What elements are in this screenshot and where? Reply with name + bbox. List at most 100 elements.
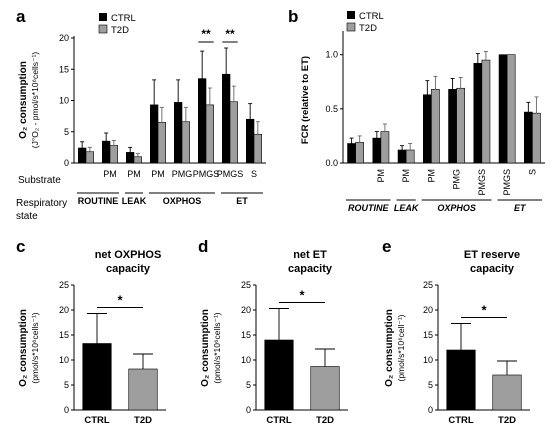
panel-e-xtick-label: CTRL <box>448 415 474 426</box>
panel-b-bar-ctrl <box>448 89 457 164</box>
panel-e-bar-t2d <box>492 374 522 411</box>
panel-a-ytick-label: 15 <box>59 64 69 74</box>
panel-a-xtick-label: S <box>251 169 257 179</box>
panel-a-bar-t2d <box>109 145 118 164</box>
panel-c-ytick-label: 10 <box>59 355 69 365</box>
panel-a-bar-ctrl <box>78 147 87 164</box>
panel-a-bar-t2d <box>229 101 238 164</box>
panel-e-ytick-label: 20 <box>423 305 433 315</box>
panel-a-ylabel-main: O₂ consumption <box>18 61 29 139</box>
panel-c-letter: c <box>16 237 25 256</box>
panel-d-xtick-label: CTRL <box>266 415 292 426</box>
panel-a-bar-t2d <box>181 121 190 164</box>
panel-a-bar-t2d <box>133 156 142 164</box>
legend-b-t2d-swatch <box>346 22 356 32</box>
panel-c-title-2: capacity <box>106 263 151 275</box>
panel-c-xtick-label: T2D <box>134 415 152 426</box>
panel-c-ylabel-sub: (pmol/s*10⁶cells⁻¹) <box>30 312 40 383</box>
panel-d-xtick-label: T2D <box>316 415 334 426</box>
panel-b-bar-t2d <box>456 87 466 164</box>
panel-b-bar-ctrl <box>473 63 483 164</box>
panel-c-ytick-label: 0 <box>64 405 69 415</box>
legend-b-t2d-label: T2D <box>359 23 377 34</box>
panel-d-title-1: net ET <box>293 249 327 261</box>
panel-a-group-label: ET <box>236 196 248 206</box>
panel-a-bar-ctrl <box>222 73 231 164</box>
panel-b-ytick-label: 0.5 <box>325 104 338 114</box>
panel-d-significance-mark: * <box>299 288 305 303</box>
legend-a-t2d-label: T2D <box>111 25 129 36</box>
panel-a-bar-ctrl <box>246 118 255 164</box>
panel-b-group-label: LEAK <box>394 203 420 213</box>
panel-a-bar-t2d <box>253 133 262 164</box>
panel-e-ylabel-main: O₂ consumption <box>384 309 395 387</box>
substrate-row-label: Substrate <box>18 175 61 186</box>
panel-b-ylabel: FCR (relative to ET) <box>300 56 311 144</box>
panel-a-ytick-label: 0 <box>64 158 69 168</box>
panel-c-significance-mark: * <box>117 293 123 308</box>
panel-c-bar-t2d <box>128 368 158 411</box>
panel-b-bar-ctrl <box>523 111 533 164</box>
panel-e-ytick-label: 15 <box>423 330 433 340</box>
panel-c-ytick-label: 25 <box>59 280 69 290</box>
panel-e-ytick-label: 5 <box>428 380 433 390</box>
panel-a-ytick-label: 5 <box>64 127 69 137</box>
panel-b-ytick-label: 1.0 <box>325 50 338 60</box>
panel-b-legend: CTRL T2D <box>346 11 384 34</box>
panel-a-bar-ctrl <box>150 104 159 164</box>
panel-a-bar-ctrl <box>198 78 207 164</box>
panel-d-bar-ctrl <box>264 339 294 411</box>
panel-c-xtick-label: CTRL <box>84 415 110 426</box>
panel-b-xtick-label: PMGS <box>477 169 487 196</box>
panel-b-xtick-label: PM <box>426 169 436 183</box>
panel-e-ylabel-sub: (pmol/s*10⁶cell⁻¹) <box>396 314 406 381</box>
legend-a-ctrl-swatch <box>99 13 107 21</box>
panel-b-bar-ctrl <box>397 149 407 164</box>
panel-d-ytick-label: 25 <box>241 280 251 290</box>
legend-a-ctrl-label: CTRL <box>111 13 136 24</box>
respiratory-row-label-1: Respiratory <box>16 198 67 209</box>
legend-b-ctrl-swatch <box>347 11 355 19</box>
panel-b-bar-t2d <box>506 54 516 164</box>
panel-b-letter: b <box>288 7 298 26</box>
panel-a-xtick-label: PMGS <box>193 169 220 179</box>
panel-a-bar-ctrl <box>126 152 135 164</box>
panel-b-bar-t2d <box>481 59 491 164</box>
panel-b-bar-ctrl <box>422 94 432 164</box>
panel-c-title-1: net OXPHOS <box>95 249 162 261</box>
panel-b-bar-t2d <box>380 131 390 164</box>
panel-a-bar-ctrl <box>102 140 111 164</box>
panel-d-bar-t2d <box>310 366 340 411</box>
panel-e-ytick-label: 0 <box>428 405 433 415</box>
panel-e-xtick-label: T2D <box>498 415 516 426</box>
panel-e-significance-mark: * <box>481 303 487 318</box>
panel-e-bar-ctrl <box>446 349 476 411</box>
panel-b-xtick-label: PMG <box>452 169 462 190</box>
panel-b-bar-ctrl <box>347 143 356 164</box>
panel-a-bar-t2d <box>85 151 94 164</box>
panel-e-letter: e <box>382 237 391 256</box>
panel-a-ytick-label: 20 <box>59 33 69 43</box>
panel-b-bar-t2d <box>431 89 440 164</box>
panel-b-bar-ctrl <box>372 137 382 164</box>
panel-a-legend: CTRL T2D <box>98 13 136 36</box>
panel-b-xtick-label: PMGS <box>502 169 512 196</box>
panel-d-ylabel-sub: (pmol/s*10⁶cells⁻¹) <box>212 312 222 383</box>
panel-a-ytick-label: 10 <box>59 96 69 106</box>
panel-e-title-1: ET reserve <box>464 249 520 261</box>
panel-d-ytick-label: 20 <box>241 305 251 315</box>
panel-d-ytick-label: 0 <box>246 405 251 415</box>
panel-a-significance-mark: ** <box>225 27 235 41</box>
panel-d-ytick-label: 5 <box>246 380 251 390</box>
panel-b-bar-t2d <box>355 142 365 164</box>
panel-a-group-label: ROUTINE <box>78 196 119 206</box>
panel-b-xtick-label: PM <box>401 169 411 183</box>
panel-c-ylabel-main: O₂ consumption <box>18 309 29 387</box>
panel-b-group-label: ROUTINE <box>348 203 389 213</box>
panel-a-bar-t2d <box>157 122 166 164</box>
panel-a-bar-t2d <box>205 104 214 164</box>
panel-a-ylabel: O₂ consumption (J°O₂ - pmol/s*10⁶cells⁻¹… <box>18 52 40 149</box>
panel-a-xtick-label: PM <box>127 169 141 179</box>
panel-e-title-2: capacity <box>470 263 515 275</box>
